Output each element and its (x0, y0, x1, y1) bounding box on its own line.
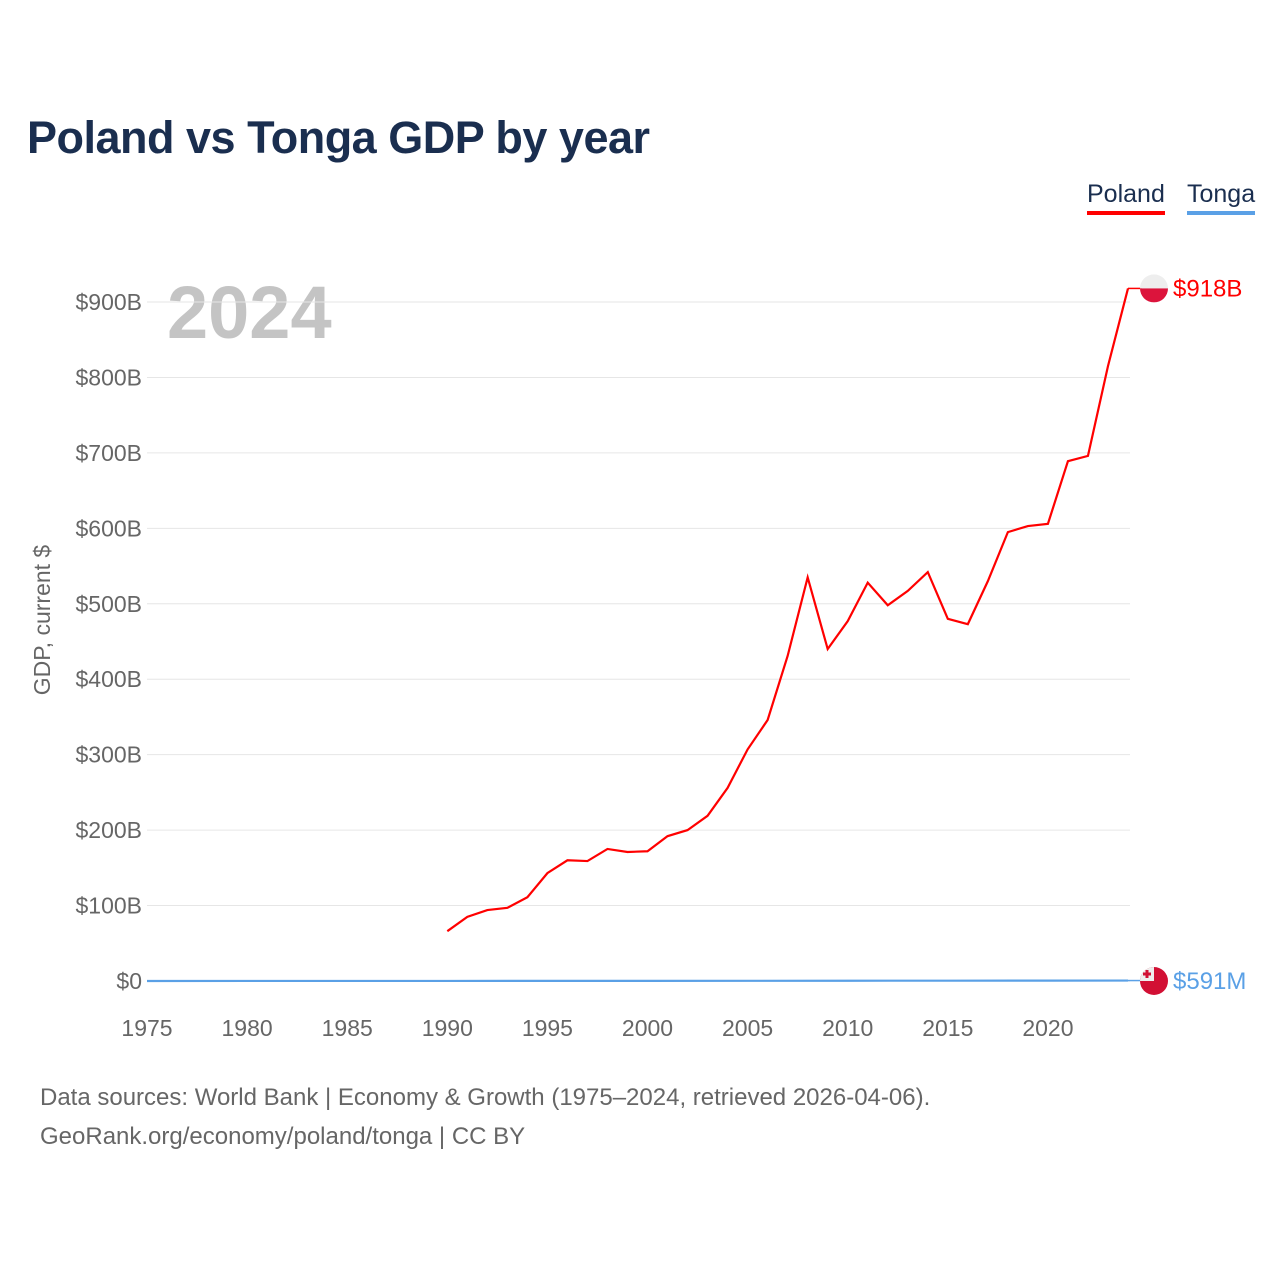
y-tick-label: $700B (75, 440, 142, 466)
tonga-flag-icon (1140, 967, 1168, 995)
y-tick-label: $400B (75, 666, 142, 692)
end-label-tonga: $591M (1173, 968, 1246, 995)
poland-flag-icon (1140, 274, 1168, 303)
y-tick-label: $0 (116, 968, 142, 994)
x-tick-label: 1975 (121, 1015, 172, 1041)
year-watermark: 2024 (167, 271, 332, 354)
y-tick-label: $100B (75, 893, 142, 919)
chart-title: Poland vs Tonga GDP by year (27, 112, 650, 163)
y-axis-label: GDP, current $ (29, 545, 55, 696)
series-line-poland (446, 288, 1130, 933)
x-tick-label: 2015 (922, 1015, 973, 1041)
y-tick-label: $300B (75, 742, 142, 768)
x-tick-label: 1995 (522, 1015, 573, 1041)
legend-tonga[interactable]: Tonga (1187, 180, 1256, 215)
x-tick-label: 2020 (1022, 1015, 1073, 1041)
y-tick-label: $600B (75, 515, 142, 541)
x-tick-label: 2000 (622, 1015, 673, 1041)
legend-poland[interactable]: Poland (1087, 180, 1165, 215)
x-tick-label: 1990 (422, 1015, 473, 1041)
source-line-2[interactable]: GeoRank.org/economy/poland/tonga | CC BY (40, 1123, 526, 1150)
end-label-poland: $918B (1173, 275, 1242, 302)
x-tick-label: 2010 (822, 1015, 873, 1041)
x-tick-label: 1980 (222, 1015, 273, 1041)
y-tick-label: $200B (75, 817, 142, 843)
source-line-1: Data sources: World Bank | Economy & Gro… (40, 1084, 931, 1111)
x-tick-label: 1985 (322, 1015, 373, 1041)
y-tick-label: $900B (75, 289, 142, 315)
y-tick-label: $800B (75, 364, 142, 390)
x-tick-label: 2005 (722, 1015, 773, 1041)
y-tick-label: $500B (75, 591, 142, 617)
